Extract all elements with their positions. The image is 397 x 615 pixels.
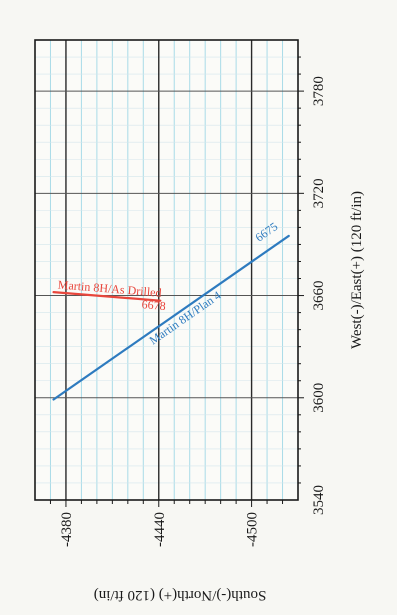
north-tick-label: -4380 xyxy=(59,512,75,547)
east-tick-label: 3540 xyxy=(311,485,327,515)
east-axis-title: West(-)/East(+) (120 ft/in) xyxy=(349,191,365,349)
east-tick-label: 3600 xyxy=(311,383,327,413)
as-drilled-end-label: 6678 xyxy=(141,297,166,313)
plot-frame xyxy=(34,39,299,501)
east-tick-label: 3660 xyxy=(311,281,327,311)
north-axis-title: South(-)/North(+) (120 ft/in) xyxy=(94,587,267,603)
north-tick-label: -4440 xyxy=(152,512,168,547)
plan-line xyxy=(52,234,290,401)
east-tick-label: 3720 xyxy=(311,178,327,208)
as-drilled-line xyxy=(52,291,162,302)
east-tick-label: 3780 xyxy=(311,76,327,106)
plot-area xyxy=(35,40,298,500)
north-tick-label: -4500 xyxy=(245,512,261,547)
